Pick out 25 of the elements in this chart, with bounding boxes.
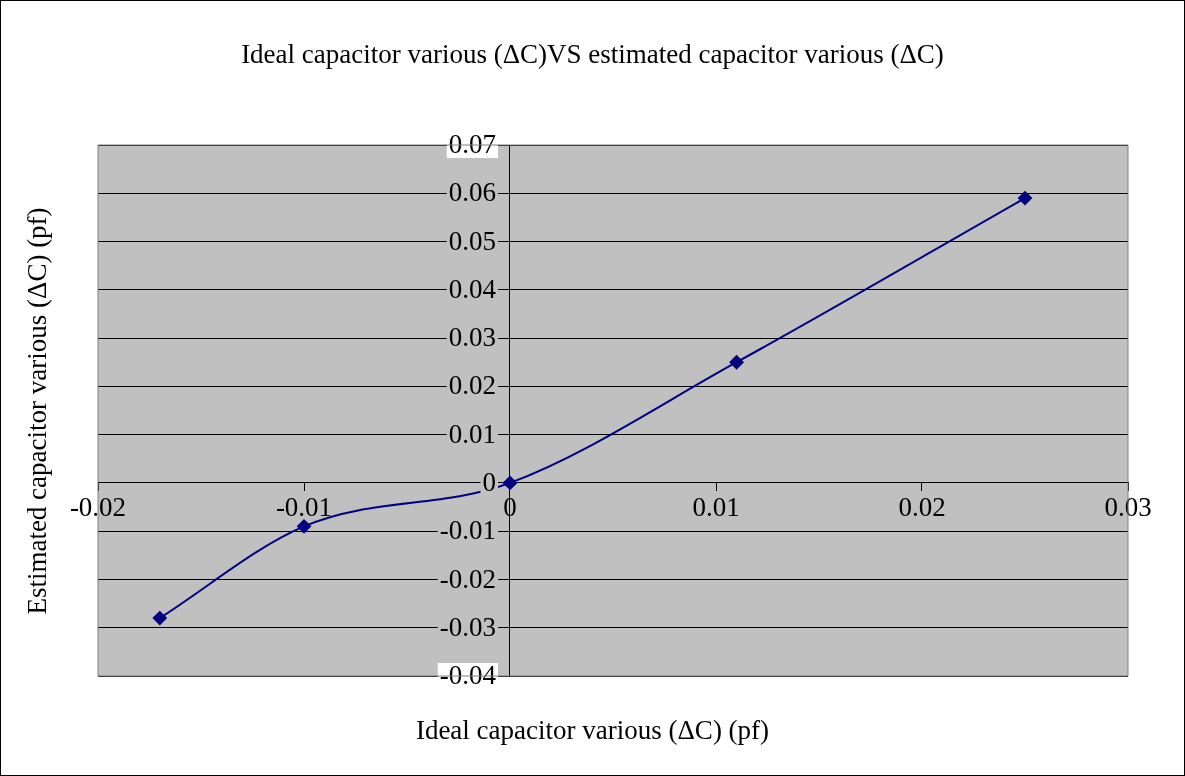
- y-tick-label: 0.01: [448, 418, 496, 449]
- x-tick-label: 0.01: [692, 492, 740, 523]
- y-tick-label: 0.02: [448, 370, 496, 401]
- chart-title: Ideal capacitor various (ΔC)VS estimated capacitor various (ΔC): [240, 39, 945, 70]
- x-axis-title: Ideal capacitor various (ΔC) (pf): [414, 715, 771, 746]
- x-tick-label: -0.01: [275, 492, 333, 523]
- point: [1018, 191, 1032, 206]
- y-tick-label: 0.03: [448, 322, 496, 353]
- y-tick-label: 0: [482, 467, 496, 497]
- y-axis-title: Estimated capacitor various (ΔC) (pf): [21, 207, 53, 615]
- point: [297, 519, 311, 534]
- x-tick-label: -0.02: [69, 492, 127, 523]
- y-tick-label: -0.02: [439, 563, 496, 594]
- y-tick-label: 0.04: [448, 273, 497, 304]
- y-tick-label: -0.03: [439, 611, 496, 642]
- point: [729, 355, 744, 370]
- y-tick-label: 0.06: [448, 177, 496, 208]
- y-tick-label: -0.01: [439, 515, 496, 546]
- point: [152, 611, 167, 626]
- point: [503, 475, 517, 490]
- y-tick-label: 0.07: [448, 129, 496, 160]
- x-tick-label: 0.03: [1104, 492, 1152, 523]
- y-tick-label: 0.05: [448, 225, 496, 256]
- y-tick-label: -0.04: [439, 660, 497, 691]
- x-tick-label: 0.02: [898, 492, 946, 523]
